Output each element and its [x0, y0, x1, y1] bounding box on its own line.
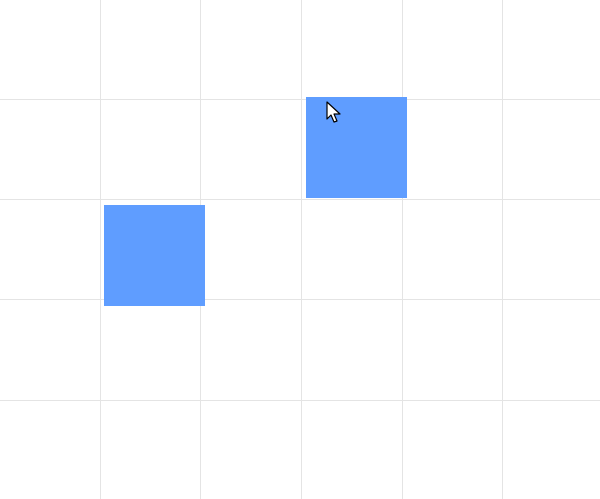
grid-line-vertical [402, 0, 403, 499]
blue-square[interactable] [104, 205, 205, 306]
grid-line-horizontal [0, 400, 600, 401]
grid-line-vertical [502, 0, 503, 499]
grid-line-vertical [301, 0, 302, 499]
grid-line-horizontal [0, 199, 600, 200]
grid-line-vertical [100, 0, 101, 499]
grid-line-horizontal [0, 299, 600, 300]
blue-square[interactable] [306, 97, 407, 198]
grid-line-horizontal [0, 99, 600, 100]
